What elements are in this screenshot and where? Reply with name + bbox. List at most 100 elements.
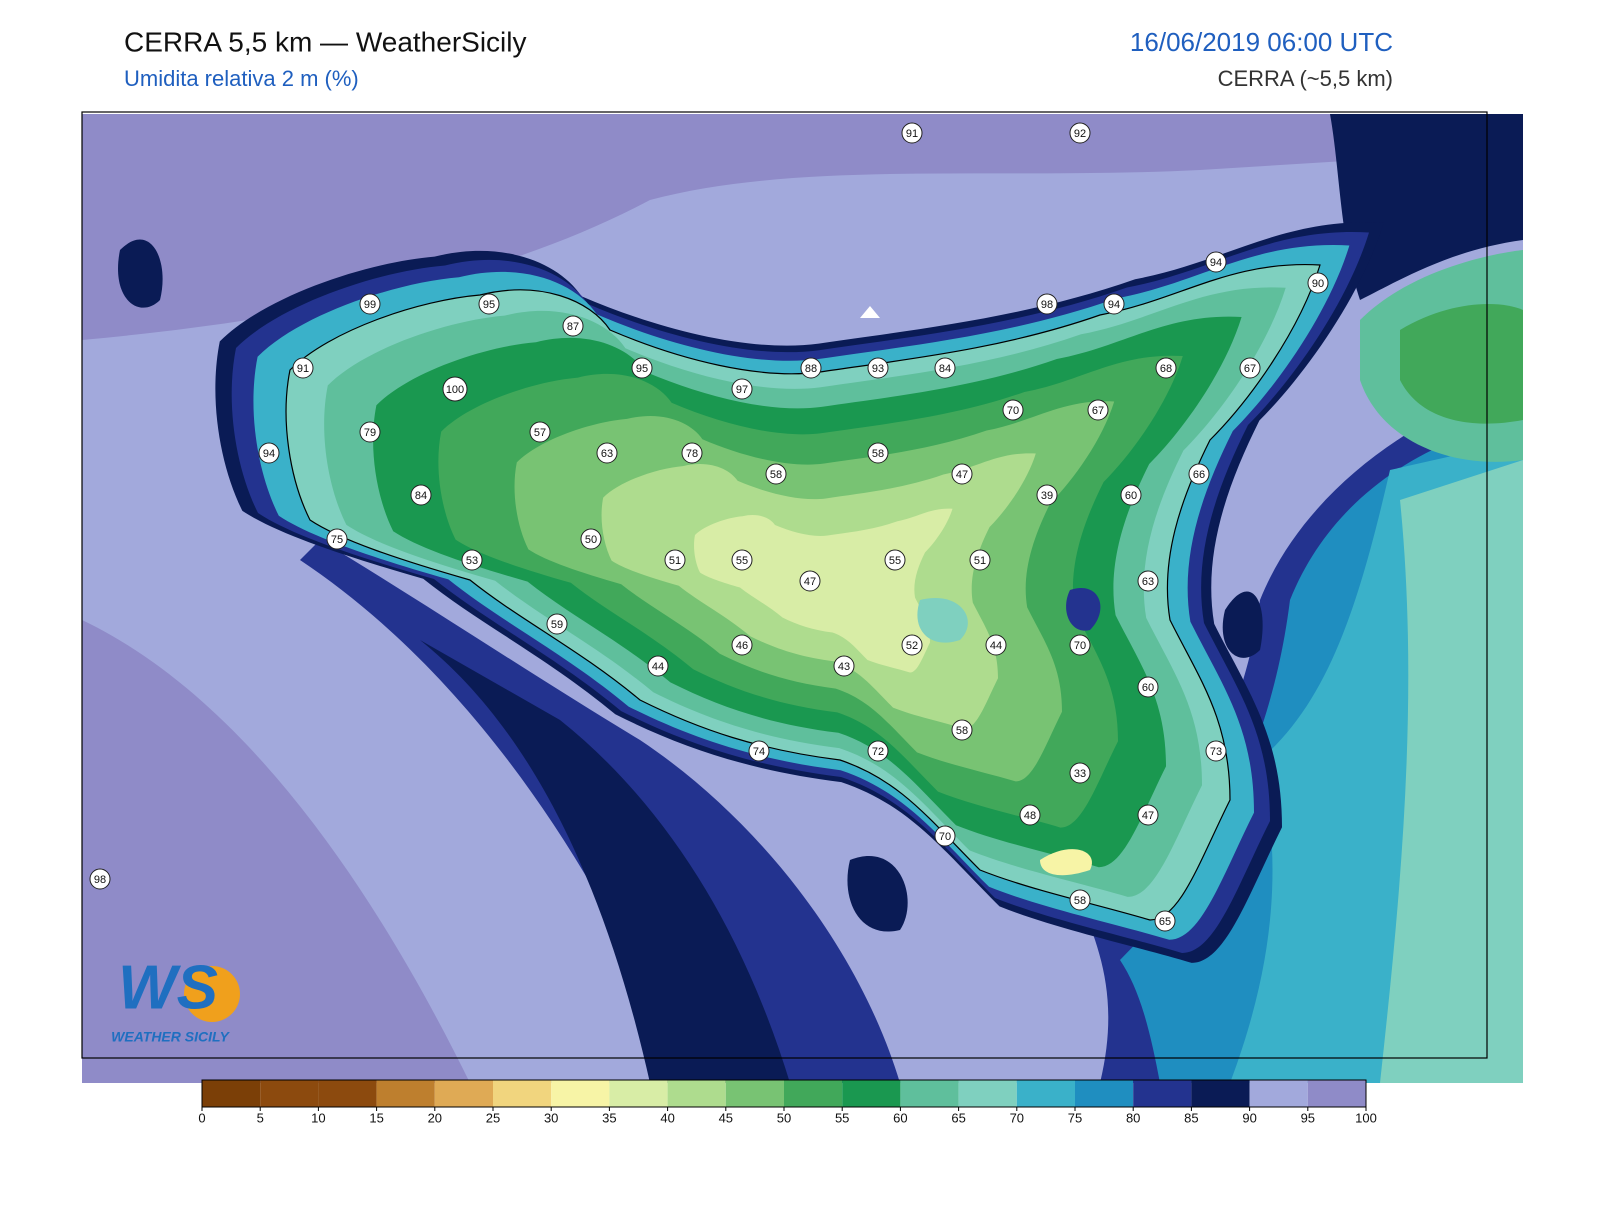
station-marker <box>546 613 568 635</box>
datetime: 16/06/2019 06:00 UTC <box>1130 27 1393 57</box>
stations: 91 92 94 90 99 95 87 98 94 91 100 95 97 88 93 84 68 67 79 5… <box>89 122 1329 932</box>
map-frame <box>81 111 1488 1059</box>
colorbar-tick-label: 25 <box>486 1110 500 1125</box>
land-patch <box>860 306 880 318</box>
logo-mark: WS <box>118 953 218 1022</box>
station-value: 39 <box>1041 490 1053 502</box>
station-marker <box>562 315 584 337</box>
station-value: 97 <box>736 384 748 396</box>
colorbar-tick-label: 65 <box>951 1110 965 1125</box>
logo-text: WEATHER SICILY <box>111 1029 230 1045</box>
station-marker <box>1239 357 1261 379</box>
colorbar-tick-label: 10 <box>311 1110 325 1125</box>
colorbar-segment <box>202 1080 261 1107</box>
station-value: 68 <box>1160 363 1172 375</box>
station-value: 91 <box>297 363 309 375</box>
station-value: 46 <box>736 640 748 652</box>
colorbar-tick-label: 40 <box>660 1110 674 1125</box>
station-value: 67 <box>1244 363 1256 375</box>
station-marker <box>1155 357 1177 379</box>
colorbar-segment <box>434 1080 493 1107</box>
station-marker <box>1019 804 1041 826</box>
station-value: 59 <box>551 619 563 631</box>
colorbar-tick-label: 50 <box>777 1110 791 1125</box>
coastline <box>285 263 1321 921</box>
station-value: 70 <box>939 831 951 843</box>
station-marker <box>1002 399 1024 421</box>
station-marker <box>596 442 618 464</box>
station-marker <box>478 293 500 315</box>
station-marker <box>1036 484 1058 506</box>
colorbar: 0 5 10 15 20 25 30 35 40 45 50 55 60 65 70 75 80 85 90 95 10… <box>198 1079 1377 1125</box>
station-value: 92 <box>1074 128 1086 140</box>
colorbar-tick-label: 80 <box>1126 1110 1140 1125</box>
station-marker <box>442 376 468 402</box>
station-marker <box>1205 251 1227 273</box>
station-value: 70 <box>1007 405 1019 417</box>
station-value: 87 <box>567 321 579 333</box>
colorbar-tick-label: 55 <box>835 1110 849 1125</box>
field <box>1330 114 1523 300</box>
station-marker <box>969 549 991 571</box>
station-value: 47 <box>1142 810 1154 822</box>
station-value: 47 <box>804 576 816 588</box>
station-value: 75 <box>331 534 343 546</box>
colorbar-segment <box>260 1080 319 1107</box>
colorbar-tick-label: 35 <box>602 1110 616 1125</box>
station-value: 50 <box>585 534 597 546</box>
colorbar-tick-label: 45 <box>719 1110 733 1125</box>
station-value: 67 <box>1092 405 1104 417</box>
station-value: 58 <box>1074 895 1086 907</box>
station-marker <box>1188 463 1210 485</box>
colorbar-tick-label: 0 <box>198 1110 205 1125</box>
station-value: 66 <box>1193 469 1205 481</box>
station-value: 88 <box>805 363 817 375</box>
station-marker <box>748 740 770 762</box>
colorbar-segment <box>1249 1080 1308 1107</box>
colorbar-segment <box>725 1080 784 1107</box>
colorbar-segment <box>784 1080 843 1107</box>
station-marker <box>529 421 551 443</box>
colorbar-segment <box>1307 1080 1366 1107</box>
station-marker <box>1154 910 1176 932</box>
station-marker <box>799 570 821 592</box>
station-value: 48 <box>1024 810 1036 822</box>
station-marker <box>867 442 889 464</box>
logo: WS WEATHER SICILY <box>111 953 240 1045</box>
station-marker <box>901 122 923 144</box>
station-marker <box>901 634 923 656</box>
station-value: 94 <box>1108 299 1120 311</box>
station-value: 84 <box>415 490 427 502</box>
subtitle: Umidita relativa 2 m (%) <box>124 66 359 91</box>
station-value: 47 <box>956 469 968 481</box>
colorbar-segment <box>842 1080 901 1107</box>
station-marker <box>833 655 855 677</box>
station-value: 72 <box>872 746 884 758</box>
colorbar-segment <box>551 1080 610 1107</box>
station-value: 95 <box>483 299 495 311</box>
station-marker <box>258 442 280 464</box>
colorbar-segment <box>318 1080 377 1107</box>
model: CERRA (~5,5 km) <box>1218 66 1393 91</box>
station-marker <box>867 740 889 762</box>
station-value: 44 <box>652 661 664 673</box>
station-marker <box>731 634 753 656</box>
station-value: 78 <box>686 448 698 460</box>
station-marker <box>1069 634 1091 656</box>
map <box>82 114 1523 1083</box>
station-value: 73 <box>1210 746 1222 758</box>
station-marker <box>951 719 973 741</box>
station-value: 44 <box>990 640 1002 652</box>
colorbar-tick-label: 75 <box>1068 1110 1082 1125</box>
station-marker <box>681 442 703 464</box>
colorbar-tick-label: 15 <box>369 1110 383 1125</box>
station-value: 43 <box>838 661 850 673</box>
station-marker <box>1069 889 1091 911</box>
station-value: 57 <box>534 427 546 439</box>
station-marker <box>461 549 483 571</box>
station-marker <box>884 549 906 571</box>
station-value: 51 <box>974 555 986 567</box>
field <box>420 640 790 1083</box>
field <box>82 114 1523 340</box>
station-marker <box>1069 762 1091 784</box>
